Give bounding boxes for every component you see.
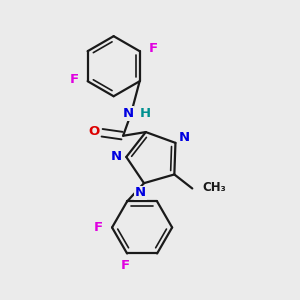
Text: N: N [111, 150, 122, 163]
Text: N: N [135, 186, 146, 199]
Text: F: F [121, 259, 130, 272]
Text: H: H [140, 107, 151, 120]
Text: N: N [178, 131, 189, 144]
Text: F: F [70, 73, 79, 86]
Text: F: F [94, 221, 103, 234]
Text: N: N [122, 107, 134, 120]
Text: CH₃: CH₃ [202, 181, 226, 194]
Text: O: O [88, 124, 100, 137]
Text: F: F [148, 42, 158, 55]
